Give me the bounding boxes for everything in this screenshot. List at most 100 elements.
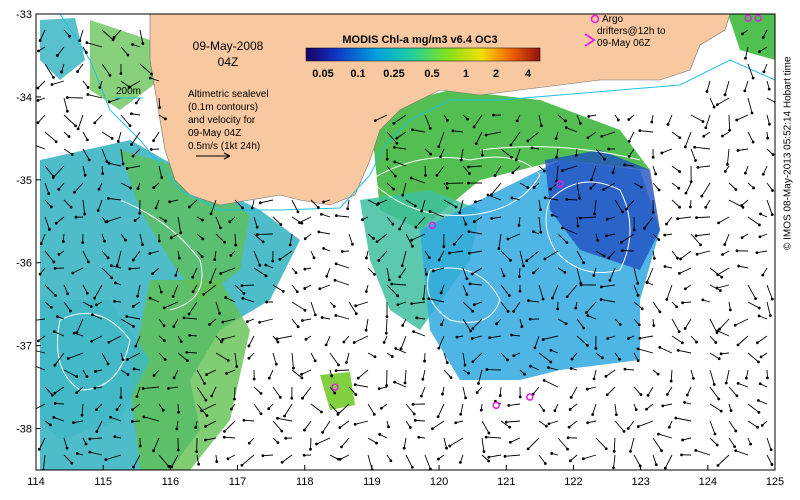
velocity-arrow-head [420,209,424,213]
velocity-arrow [724,233,730,245]
velocity-arrow [410,177,426,184]
velocity-arrow-head [112,35,116,39]
velocity-arrow-head [354,393,358,396]
velocity-arrow-head [766,376,769,380]
velocity-arrow-head [510,196,514,200]
velocity-arrow-head [390,355,394,358]
velocity-arrow-head [770,297,774,301]
velocity-arrow [452,130,464,133]
velocity-arrow-head [760,424,764,427]
velocity-arrow [652,437,662,451]
colorbar-tick-label: 1 [463,68,469,80]
velocity-arrow [109,97,122,103]
velocity-arrow [716,284,730,289]
velocity-arrow-head [586,314,590,318]
velocity-arrow-head [695,216,698,220]
velocity-arrow-head [104,458,108,462]
velocity-arrow-head [324,343,328,347]
velocity-arrow [538,284,544,300]
velocity-arrow [518,216,521,226]
velocity-arrow [675,417,692,422]
velocity-arrow [528,300,540,303]
velocity-arrow [209,267,217,283]
velocity-arrow [690,148,696,161]
velocity-arrow [329,454,339,460]
velocity-arrow [248,335,255,347]
velocity-arrow-head [202,292,206,296]
velocity-arrow-head [600,356,604,360]
velocity-arrow [468,165,483,168]
velocity-arrow-head [152,186,156,190]
velocity-arrow [532,386,540,395]
velocity-arrow-head [719,352,723,356]
argo-float-marker [428,221,437,230]
velocity-arrow [76,318,84,333]
velocity-arrow-head [337,363,340,367]
velocity-arrow-head [223,429,226,433]
velocity-arrow-head [242,291,246,295]
y-tick-label: -36 [16,258,32,270]
velocity-arrow-head [188,333,192,337]
velocity-arrow [462,165,470,174]
velocity-arrow-head [163,358,167,361]
velocity-arrow-head [566,436,570,440]
velocity-arrow-head [250,206,254,210]
velocity-arrow-head [694,234,698,238]
velocity-arrow [318,231,331,235]
velocity-arrow [82,165,86,176]
velocity-arrow [44,182,50,194]
velocity-arrow-head [678,205,682,209]
velocity-arrow [81,403,84,416]
velocity-arrow [747,352,759,363]
velocity-arrow [55,216,65,224]
velocity-arrow-head [517,224,521,227]
velocity-arrow-head [413,418,417,422]
velocity-arrow-head [581,457,585,461]
velocity-arrow [664,454,673,469]
velocity-arrow-head [72,421,75,425]
velocity-arrow [696,233,711,237]
velocity-arrow [717,454,730,466]
velocity-arrow-head [645,407,648,411]
velocity-arrow-head [346,207,350,211]
velocity-arrow-head [627,154,631,158]
velocity-arrow-head [75,391,79,395]
velocity-arrow-head [487,459,491,463]
velocity-arrow-head [389,459,393,463]
velocity-arrow-head [106,196,110,200]
velocity-arrow-head [318,287,322,291]
velocity-arrow [421,199,426,212]
velocity-arrow [666,284,673,300]
velocity-arrow-head [684,191,688,195]
velocity-arrow [325,335,331,346]
argo-legend-line-3: 09-May 06Z [597,38,650,49]
velocity-arrow-head [283,414,286,418]
velocity-arrow-head [107,340,111,344]
velocity-arrow-head [109,264,113,268]
velocity-arrow [728,386,738,397]
velocity-arrow-head [128,267,132,271]
velocity-arrow [346,352,350,363]
velocity-arrow [82,131,88,141]
velocity-arrow-head [636,293,640,297]
velocity-arrow-head [322,200,326,204]
velocity-arrow-head [636,425,640,428]
velocity-arrow [196,454,200,465]
velocity-arrow [709,386,720,400]
velocity-arrow [302,386,312,399]
velocity-arrow-head [689,180,693,184]
velocity-arrow [747,403,760,413]
velocity-arrow-head [592,274,596,277]
velocity-arrow-head [683,401,686,404]
velocity-arrow-head [372,412,376,416]
velocity-arrow-head [113,435,117,439]
velocity-arrow [709,420,716,435]
velocity-arrow-head [65,96,69,99]
velocity-arrow-head [90,313,94,317]
velocity-arrow-head [315,442,318,446]
argo-legend-line-2: drifters@12h to [597,26,666,37]
velocity-arrow-head [674,416,678,420]
velocity-arrow [591,165,597,181]
velocity-arrow [203,284,217,295]
velocity-arrow [82,250,89,263]
